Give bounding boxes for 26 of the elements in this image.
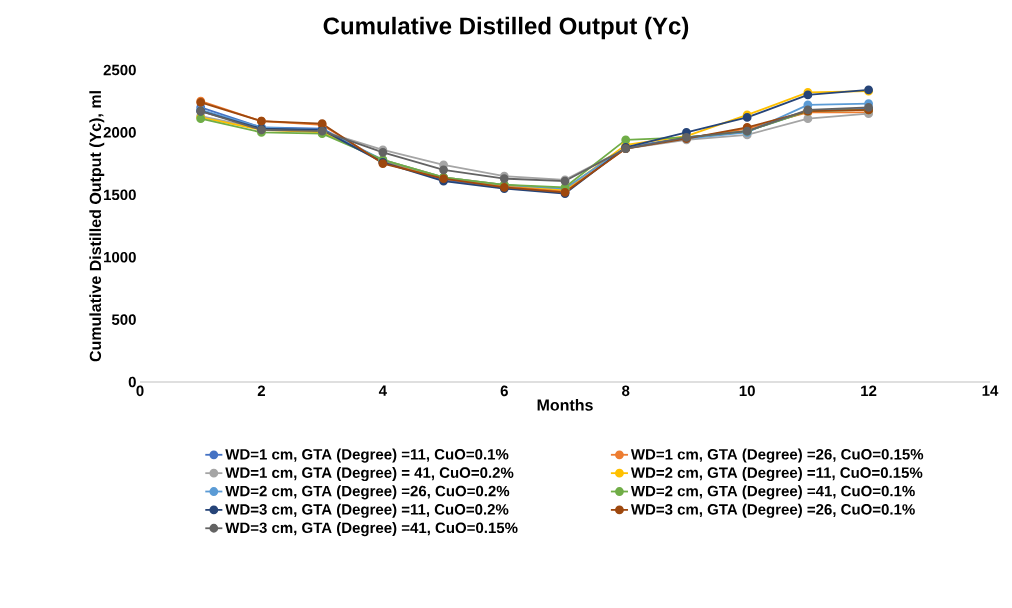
x-tick-label: 2 (257, 385, 265, 397)
x-tick-label: 14 (982, 385, 999, 396)
y-tick-label: 2500 (103, 64, 136, 76)
x-tick-label: 10 (739, 385, 755, 397)
x-axis-title: Months (537, 399, 593, 411)
y-tick-label: 500 (111, 314, 136, 325)
y-tick-label: 1000 (104, 251, 136, 263)
legend-label: WD=1 cm, GTA (Degree) =26, CuO=0.15% (630, 448, 924, 463)
legend-label: WD=2 cm, GTA (Degree) =26, CuO=0.2% (225, 485, 510, 500)
y-tick-label: 0 (128, 376, 136, 388)
legend-label: WD=2 cm, GTA (Degree) =11, CuO=0.15% (630, 466, 923, 482)
legend-label: WD=3 cm, GTA (Degree) =26, CuO=0.1% (630, 503, 915, 518)
y-tick-label: 1500 (104, 189, 136, 201)
legend-label: WD=2 cm, GTA (Degree) =41, CuO=0.1% (630, 485, 915, 500)
x-tick-label: 0 (136, 385, 144, 397)
x-tick-label: 6 (500, 385, 508, 397)
y-axis-title: Cumulative Distilled Output (Yc), ml (89, 91, 105, 362)
legend-label: WD=1 cm, GTA (Degree) = 41, CuO=0.2% (225, 466, 514, 482)
x-tick-label: 4 (378, 385, 387, 396)
chart-title: Cumulative Distilled Output (Yc) (323, 16, 689, 40)
legend-label: WD=1 cm, GTA (Degree) =11, CuO=0.1% (225, 448, 509, 463)
x-tick-label: 8 (622, 385, 630, 397)
y-tick-label: 2000 (103, 127, 136, 138)
legend-label: WD=3 cm, GTA (Degree) =41, CuO=0.15% (225, 522, 518, 537)
legend-label: WD=3 cm, GTA (Degree) =11, CuO=0.2% (225, 503, 509, 518)
x-tick-label: 12 (861, 385, 877, 397)
